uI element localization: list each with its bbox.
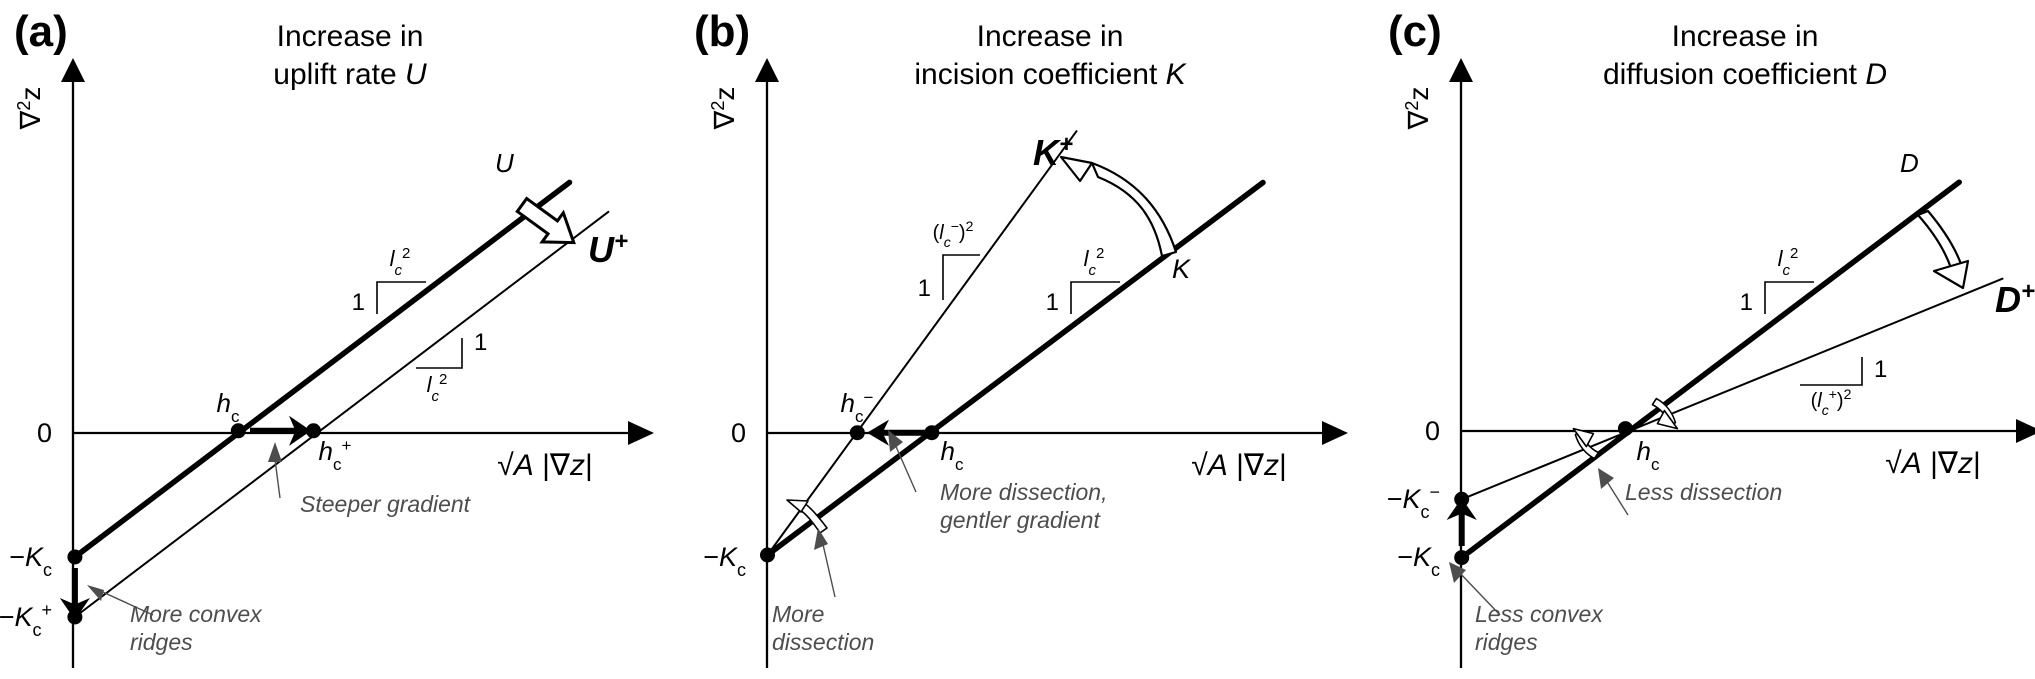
svg-text:hc+: hc+ <box>319 436 352 474</box>
svg-text:D: D <box>1900 148 1919 178</box>
svg-text:1: 1 <box>1740 289 1753 316</box>
svg-text:Increase in: Increase in <box>277 20 424 53</box>
svg-text:−Kc: −Kc <box>9 542 52 580</box>
svg-text:hc: hc <box>941 436 964 474</box>
svg-text:−Kc: −Kc <box>703 542 746 580</box>
svg-text:uplift rate U: uplift rate U <box>273 58 427 91</box>
svg-text:1: 1 <box>918 275 931 302</box>
svg-text:(b): (b) <box>694 7 750 56</box>
svg-text:lc2: lc2 <box>390 245 411 279</box>
svg-text:0: 0 <box>1425 416 1440 446</box>
svg-text:√A |∇z|: √A |∇z| <box>1885 447 1980 480</box>
svg-text:√A |∇z|: √A |∇z| <box>497 449 592 482</box>
svg-text:∇2z: ∇2z <box>708 87 740 131</box>
svg-text:hc: hc <box>1637 436 1660 474</box>
svg-text:U+: U+ <box>588 228 628 271</box>
svg-text:(lc−)2: (lc−)2 <box>933 218 974 250</box>
svg-text:Less dissection: Less dissection <box>1625 479 1782 505</box>
svg-text:Increase in: Increase in <box>1672 20 1819 53</box>
svg-text:1: 1 <box>474 329 487 356</box>
svg-text:0: 0 <box>37 418 52 448</box>
svg-text:dissection: dissection <box>772 629 874 655</box>
svg-text:√A |∇z|: √A |∇z| <box>1191 449 1286 482</box>
svg-text:More: More <box>772 601 824 627</box>
svg-text:lc2: lc2 <box>1084 245 1105 279</box>
svg-text:ridges: ridges <box>1475 629 1538 655</box>
svg-text:1: 1 <box>1046 289 1059 316</box>
svg-text:K: K <box>1172 254 1191 284</box>
svg-text:−Kc: −Kc <box>1397 542 1440 580</box>
svg-text:0: 0 <box>731 418 746 448</box>
svg-text:−Kc−: −Kc− <box>1387 482 1440 522</box>
svg-text:hc: hc <box>217 388 240 426</box>
svg-text:(c): (c) <box>1388 7 1442 56</box>
svg-text:hc−: hc− <box>841 388 874 426</box>
svg-text:1: 1 <box>352 289 365 316</box>
svg-text:Less convex: Less convex <box>1475 601 1604 627</box>
svg-text:∇2z: ∇2z <box>1402 87 1434 131</box>
svg-text:(lc+)2: (lc+)2 <box>1811 386 1852 418</box>
svg-text:Increase in: Increase in <box>977 20 1124 53</box>
svg-text:diffusion coefficient D: diffusion coefficient D <box>1603 58 1887 91</box>
svg-text:incision coefficient K: incision coefficient K <box>914 58 1187 91</box>
svg-text:More dissection,: More dissection, <box>940 479 1107 505</box>
svg-text:gentler gradient: gentler gradient <box>940 507 1101 533</box>
svg-text:U: U <box>495 148 514 178</box>
svg-text:D+: D+ <box>1995 278 2035 321</box>
svg-text:1: 1 <box>1874 356 1887 383</box>
svg-text:lc2: lc2 <box>427 371 448 405</box>
svg-text:∇2z: ∇2z <box>14 87 46 131</box>
svg-text:Steeper gradient: Steeper gradient <box>300 491 472 517</box>
svg-text:(a): (a) <box>14 7 68 56</box>
svg-text:ridges: ridges <box>130 629 193 655</box>
svg-text:K+: K+ <box>1033 131 1073 174</box>
svg-text:lc2: lc2 <box>1778 245 1799 279</box>
svg-text:−Kc+: −Kc+ <box>0 600 52 640</box>
